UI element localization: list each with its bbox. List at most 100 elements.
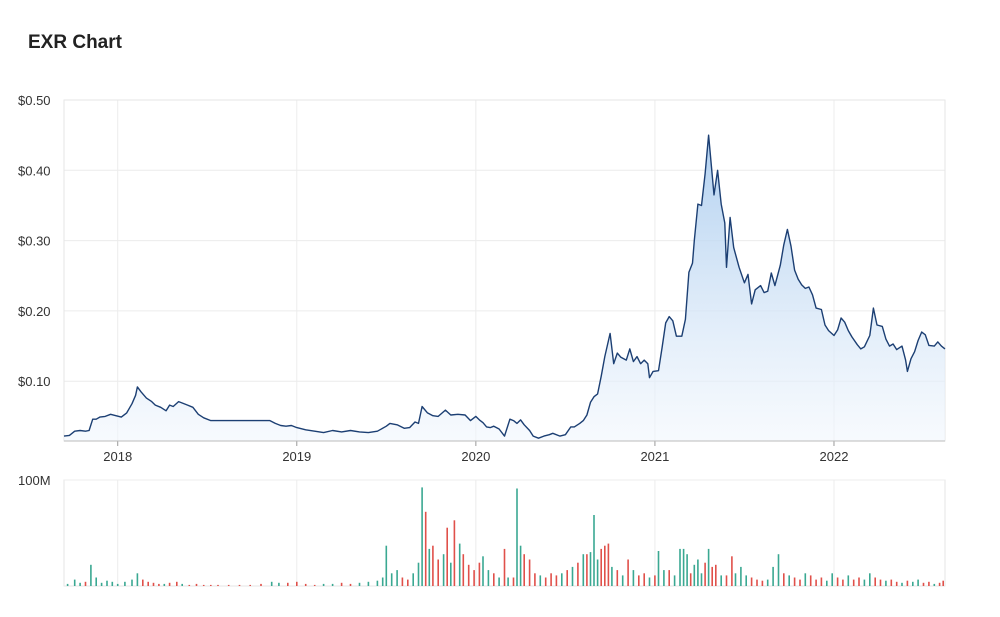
volume-bar bbox=[66, 583, 69, 586]
volume-bar bbox=[632, 570, 635, 586]
volume-bar bbox=[462, 554, 465, 586]
volume-bar bbox=[249, 584, 251, 586]
volume-bar bbox=[836, 577, 839, 586]
volume-bar bbox=[820, 577, 823, 586]
volume-bar bbox=[815, 579, 817, 586]
volume-bar bbox=[707, 548, 710, 586]
volume-bar bbox=[638, 575, 640, 586]
volume-bar bbox=[938, 582, 941, 586]
volume-bar bbox=[385, 545, 388, 586]
volume-bar bbox=[539, 575, 542, 586]
volume-bar bbox=[616, 570, 619, 586]
volume-bar bbox=[566, 570, 568, 586]
volume-bar bbox=[407, 579, 409, 586]
volume-bar bbox=[90, 564, 92, 586]
volume-bar bbox=[168, 582, 171, 586]
volume-bar bbox=[450, 562, 452, 586]
volume-bar bbox=[516, 488, 518, 586]
volume-bar bbox=[473, 570, 475, 586]
volume-bar bbox=[487, 570, 490, 586]
volume-bar bbox=[376, 580, 379, 586]
volume-bar bbox=[442, 554, 445, 586]
volume-bar bbox=[586, 554, 588, 586]
volume-bar bbox=[367, 581, 370, 586]
volume-bar bbox=[163, 583, 166, 586]
volume-bar bbox=[523, 554, 525, 586]
volume-bar bbox=[933, 583, 936, 586]
volume-bar bbox=[847, 575, 850, 586]
volume-bar bbox=[478, 562, 481, 586]
volume-bar bbox=[571, 566, 574, 586]
volume-bar bbox=[731, 556, 733, 586]
volume-bar bbox=[349, 583, 352, 586]
volume-bar bbox=[643, 573, 645, 586]
volume-bar bbox=[885, 580, 887, 586]
volume-bar bbox=[287, 582, 289, 586]
volume-bar bbox=[381, 577, 384, 586]
volume-bar bbox=[417, 562, 420, 586]
volume-bar bbox=[210, 584, 212, 586]
volume-bar bbox=[453, 520, 456, 586]
volume-bar bbox=[756, 579, 758, 586]
volume-bar bbox=[396, 570, 398, 586]
volume-bar bbox=[561, 573, 563, 586]
volume-bar bbox=[700, 573, 703, 586]
volume-bar bbox=[711, 566, 713, 586]
volume-bar bbox=[111, 581, 114, 586]
volume-bar bbox=[761, 580, 764, 586]
volume-bar bbox=[95, 577, 97, 586]
volume-bar bbox=[412, 573, 414, 586]
volume-bar bbox=[777, 554, 780, 586]
volume-bar bbox=[503, 548, 506, 586]
volume-bar bbox=[890, 579, 893, 586]
x-tick-label: 2018 bbox=[103, 449, 132, 464]
volume-bar bbox=[79, 582, 81, 586]
volume-bar bbox=[621, 575, 624, 586]
volume-bar bbox=[772, 566, 774, 586]
volume-bar bbox=[507, 577, 509, 586]
x-tick-label: 2020 bbox=[461, 449, 490, 464]
volume-bar bbox=[826, 580, 828, 586]
volume-bar bbox=[874, 577, 876, 586]
x-tick-label: 2021 bbox=[640, 449, 669, 464]
volume-bar bbox=[147, 581, 149, 586]
volume-bar bbox=[668, 570, 670, 586]
volume-bar bbox=[906, 580, 909, 586]
volume-bar bbox=[124, 581, 126, 586]
volume-bar bbox=[73, 579, 76, 586]
volume-bar bbox=[863, 579, 866, 586]
price-tick-label: $0.50 bbox=[18, 93, 51, 108]
volume-bar bbox=[176, 581, 178, 586]
volume-bar bbox=[582, 554, 585, 586]
volume-bar bbox=[809, 575, 812, 586]
volume-bar bbox=[437, 559, 439, 586]
volume-bar bbox=[467, 564, 470, 586]
volume-bar bbox=[783, 573, 785, 586]
volume-bar bbox=[912, 581, 914, 586]
volume-bar bbox=[657, 551, 660, 586]
volume-bar bbox=[313, 584, 316, 586]
volume-bar bbox=[879, 579, 882, 586]
volume-bar bbox=[673, 575, 676, 586]
volume-bar bbox=[686, 554, 688, 586]
volume-bar bbox=[600, 548, 602, 586]
volume-bar bbox=[158, 583, 160, 586]
volume-bar bbox=[654, 575, 656, 586]
axes: $0.10 $0.20 $0.30 $0.40 $0.50 2018 2019 2020 202… bbox=[18, 93, 945, 488]
volume-bar bbox=[424, 511, 427, 586]
price-area-layer bbox=[63, 134, 946, 441]
volume-bar bbox=[458, 543, 461, 586]
volume-bar bbox=[401, 577, 404, 586]
volume-bar bbox=[482, 556, 484, 586]
volume-bar bbox=[593, 515, 595, 586]
volume-bar bbox=[589, 552, 592, 586]
volume-bar bbox=[697, 559, 699, 586]
volume-bar bbox=[740, 566, 742, 586]
volume-bar bbox=[804, 573, 807, 586]
volume-bar bbox=[428, 548, 431, 586]
volume-bar bbox=[106, 580, 108, 586]
volume-bar bbox=[922, 582, 925, 586]
x-tick-label: 2019 bbox=[282, 449, 311, 464]
volume-bar bbox=[136, 573, 139, 586]
